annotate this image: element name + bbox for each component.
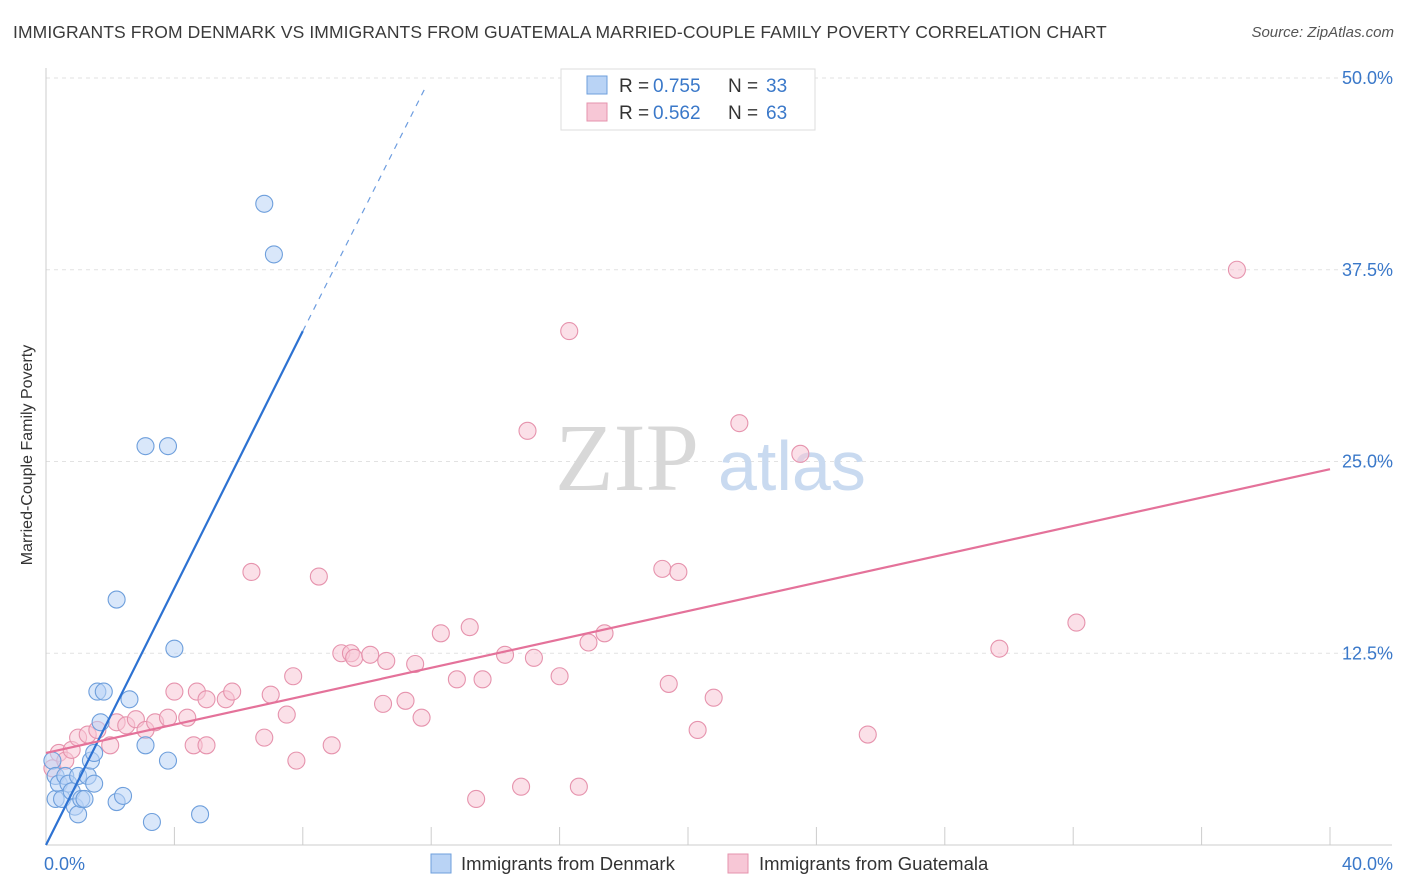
point-denmark (264, 245, 283, 264)
point-guatemala (165, 682, 184, 701)
point-guatemala (659, 674, 678, 693)
legend-swatch-guatemala (586, 102, 608, 122)
legend-bottom: Immigrants from Denmark Immigrants from … (430, 853, 989, 874)
watermark-zip: ZIP (555, 404, 699, 511)
point-denmark (94, 682, 113, 701)
y-tick-label-2: 37.5% (1342, 260, 1393, 280)
point-guatemala (495, 645, 515, 664)
point-guatemala (569, 777, 588, 796)
point-guatemala (242, 562, 261, 581)
point-denmark (136, 736, 155, 755)
grid-lines (46, 77, 1392, 654)
trendline-denmark-extension (302, 88, 426, 332)
point-guatemala (377, 651, 396, 670)
y-tick-label-0: 12.5% (1342, 643, 1393, 663)
point-denmark (142, 812, 161, 832)
source-credit: Source: ZipAtlas.com (1251, 24, 1394, 41)
point-guatemala (550, 667, 569, 686)
trendline-guatemala (45, 468, 1331, 755)
point-denmark (113, 786, 133, 805)
point-guatemala (345, 648, 364, 667)
point-denmark (120, 690, 139, 709)
point-guatemala (669, 562, 688, 581)
point-guatemala (412, 708, 431, 727)
axes (45, 68, 1392, 846)
point-guatemala (287, 751, 306, 770)
legend-bottom-label-denmark: Immigrants from Denmark (461, 853, 676, 874)
point-guatemala (396, 691, 415, 710)
point-guatemala (431, 624, 450, 643)
legend-n-label-guatemala: N = (728, 103, 758, 124)
point-guatemala (791, 444, 810, 463)
point-guatemala (373, 694, 393, 713)
point-guatemala (467, 789, 486, 809)
point-guatemala (653, 559, 672, 578)
point-guatemala (322, 736, 341, 755)
watermark-atlas: atlas (718, 427, 866, 505)
tick-labels: 12.5% 25.0% 37.5% 50.0% 0.0% 40.0% (44, 68, 1393, 874)
legend-bottom-swatch-denmark (430, 853, 452, 874)
point-guatemala (704, 688, 723, 707)
point-guatemala (560, 322, 579, 341)
x-tick-label-1: 40.0% (1342, 854, 1393, 874)
point-denmark (69, 805, 88, 824)
point-guatemala (197, 690, 216, 709)
series-denmark-points (43, 194, 283, 832)
point-guatemala (309, 567, 328, 586)
point-guatemala (1067, 613, 1086, 632)
point-guatemala (512, 777, 531, 796)
point-guatemala (101, 736, 120, 755)
point-guatemala (518, 421, 537, 440)
legend-r-value-denmark: 0.755 (653, 76, 701, 97)
point-guatemala (197, 736, 216, 755)
point-denmark (136, 437, 155, 456)
trend-lines (45, 88, 1331, 846)
point-denmark (165, 639, 184, 658)
point-denmark (85, 774, 104, 793)
point-guatemala (990, 639, 1009, 658)
legend-r-value-guatemala: 0.562 (653, 103, 701, 124)
point-guatemala (579, 633, 598, 652)
legend-bottom-swatch-guatemala (727, 853, 749, 874)
point-denmark (191, 805, 210, 824)
chart-title: IMMIGRANTS FROM DENMARK VS IMMIGRANTS FR… (13, 22, 1107, 42)
watermark: ZIP atlas (555, 404, 866, 511)
legend-n-value-guatemala: 63 (766, 103, 787, 124)
legend-top: R = 0.755 N = 33 R = 0.562 N = 63 (560, 68, 816, 131)
point-denmark (107, 590, 126, 609)
point-denmark (75, 789, 94, 809)
point-denmark (255, 194, 274, 213)
y-tick-label-3: 50.0% (1342, 68, 1393, 88)
legend-r-label-guatemala: R = (619, 103, 649, 124)
legend-swatch-denmark (586, 75, 608, 95)
legend-r-label-denmark: R = (619, 76, 649, 97)
legend-n-label-denmark: N = (728, 76, 758, 97)
point-guatemala (524, 648, 543, 667)
point-guatemala (447, 670, 466, 689)
series-guatemala-points (43, 260, 1246, 809)
point-guatemala (361, 645, 380, 664)
point-denmark (158, 751, 178, 770)
point-guatemala (460, 618, 479, 637)
point-guatemala (1227, 260, 1246, 279)
legend-bottom-label-guatemala: Immigrants from Guatemala (759, 853, 989, 874)
trendline-denmark (45, 330, 304, 846)
point-denmark (158, 437, 178, 456)
x-tick-label-0: 0.0% (44, 854, 85, 874)
point-guatemala (284, 667, 303, 686)
point-guatemala (858, 725, 877, 744)
point-guatemala (688, 720, 707, 740)
point-denmark (43, 751, 62, 770)
point-guatemala (223, 682, 242, 701)
point-guatemala (277, 705, 296, 724)
point-guatemala (473, 670, 492, 689)
point-guatemala (255, 728, 274, 747)
legend-n-value-denmark: 33 (766, 76, 787, 97)
y-tick-label-1: 25.0% (1342, 452, 1393, 472)
point-guatemala (261, 685, 280, 704)
point-guatemala (730, 414, 749, 433)
